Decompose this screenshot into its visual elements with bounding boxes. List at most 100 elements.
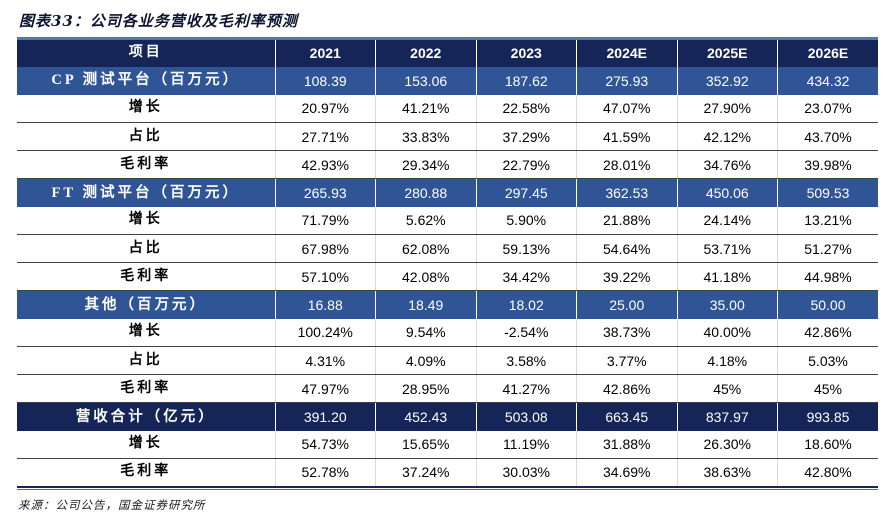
figure-title: 图表33：公司各业务营收及毛利率预测 xyxy=(19,12,298,30)
cell-value: 39.22% xyxy=(576,262,677,291)
row-label: FT 测试平台（百万元） xyxy=(17,178,275,207)
cell-value: 35.00 xyxy=(676,290,778,319)
cell-value: 50.00 xyxy=(777,290,878,319)
cell-value: 42.08% xyxy=(375,262,476,291)
cell-value: 11.19% xyxy=(475,430,577,459)
forecast-table: 项目 2021 2022 2023 2024E 2025E 2026E CP 测… xyxy=(17,37,878,488)
cell-value: 38.63% xyxy=(676,458,778,487)
table-row: 占比 27.71% 33.83% 37.29% 41.59% 42.12% 43… xyxy=(17,122,878,151)
header-cell-2023: 2023 xyxy=(475,38,577,67)
cell-value: 52.78% xyxy=(274,458,376,487)
cell-value: 837.97 xyxy=(676,402,778,431)
row-label: 增长 xyxy=(17,94,275,123)
cell-value: 21.88% xyxy=(576,206,677,235)
cell-value: 71.79% xyxy=(274,206,376,235)
cell-value: 18.49 xyxy=(375,290,476,319)
source-note: 来源：公司公告，国金证券研究所 xyxy=(18,499,206,512)
cell-value: 434.32 xyxy=(777,66,878,95)
cell-value: 43.70% xyxy=(777,122,878,151)
cell-value: 9.54% xyxy=(375,318,476,347)
row-label: 毛利率 xyxy=(17,262,275,291)
table-row: 增长 100.24% 9.54% -2.54% 38.73% 40.00% 42… xyxy=(17,318,878,347)
cell-value: 29.34% xyxy=(375,150,476,179)
table-row: FT 测试平台（百万元） 265.93 280.88 297.45 362.53… xyxy=(17,178,878,207)
cell-value: 450.06 xyxy=(676,178,778,207)
cell-value: 153.06 xyxy=(375,66,476,95)
cell-value: 37.24% xyxy=(375,458,476,487)
cell-value: 54.73% xyxy=(274,430,376,459)
table-row: 增长 20.97% 41.21% 22.58% 47.07% 27.90% 23… xyxy=(17,94,878,123)
row-label: 毛利率 xyxy=(17,150,275,179)
row-label: 占比 xyxy=(17,346,275,375)
cell-value: 41.21% xyxy=(375,94,476,123)
row-label: 毛利率 xyxy=(17,374,275,403)
row-label: 占比 xyxy=(17,234,275,263)
cell-value: 3.58% xyxy=(475,346,577,375)
cell-value: 187.62 xyxy=(475,66,577,95)
cell-value: 5.03% xyxy=(777,346,878,375)
cell-value: 67.98% xyxy=(274,234,376,263)
row-label: 毛利率 xyxy=(17,458,275,487)
cell-value: 51.27% xyxy=(777,234,878,263)
header-cell-2024e: 2024E xyxy=(576,38,677,67)
cell-value: 42.93% xyxy=(274,150,376,179)
header-cell-item: 项目 xyxy=(17,38,275,67)
row-label: 增长 xyxy=(17,430,275,459)
cell-value: 265.93 xyxy=(274,178,376,207)
cell-value: 3.77% xyxy=(576,346,677,375)
cell-value: 62.08% xyxy=(375,234,476,263)
cell-value: 40.00% xyxy=(676,318,778,347)
cell-value: 275.93 xyxy=(576,66,677,95)
cell-value: 25.00 xyxy=(576,290,677,319)
cell-value: 4.31% xyxy=(274,346,376,375)
cell-value: 663.45 xyxy=(576,402,677,431)
table-header: 项目 2021 2022 2023 2024E 2025E 2026E xyxy=(17,38,878,67)
cell-value: 297.45 xyxy=(475,178,577,207)
table-row: 营收合计（亿元） 391.20 452.43 503.08 663.45 837… xyxy=(17,402,878,431)
cell-value: 53.71% xyxy=(676,234,778,263)
cell-value: 54.64% xyxy=(576,234,677,263)
cell-value: 5.62% xyxy=(375,206,476,235)
row-label: 占比 xyxy=(17,122,275,151)
header-cell-2021: 2021 xyxy=(274,38,376,67)
cell-value: 18.60% xyxy=(777,430,878,459)
cell-value: 57.10% xyxy=(274,262,376,291)
cell-value: 13.21% xyxy=(777,206,878,235)
cell-value: 15.65% xyxy=(375,430,476,459)
cell-value: 41.59% xyxy=(576,122,677,151)
cell-value: 59.13% xyxy=(475,234,577,263)
cell-value: 4.18% xyxy=(676,346,778,375)
cell-value: 42.80% xyxy=(777,458,878,487)
cell-value: 44.98% xyxy=(777,262,878,291)
row-label: CP 测试平台（百万元） xyxy=(17,66,275,95)
cell-value: 47.07% xyxy=(576,94,677,123)
cell-value: -2.54% xyxy=(475,318,577,347)
table-row: 增长 54.73% 15.65% 11.19% 31.88% 26.30% 18… xyxy=(17,430,878,459)
table-row: 毛利率 52.78% 37.24% 30.03% 34.69% 38.63% 4… xyxy=(17,458,878,487)
cell-value: 100.24% xyxy=(274,318,376,347)
cell-value: 503.08 xyxy=(475,402,577,431)
cell-value: 45% xyxy=(777,374,878,403)
cell-value: 37.29% xyxy=(475,122,577,151)
table-row: 毛利率 57.10% 42.08% 34.42% 39.22% 41.18% 4… xyxy=(17,262,878,291)
cell-value: 16.88 xyxy=(274,290,376,319)
row-label: 营收合计（亿元） xyxy=(17,402,275,431)
header-cell-2026e: 2026E xyxy=(777,38,878,67)
cell-value: 42.12% xyxy=(676,122,778,151)
cell-value: 24.14% xyxy=(676,206,778,235)
header-cell-2025e: 2025E xyxy=(676,38,778,67)
cell-value: 23.07% xyxy=(777,94,878,123)
cell-value: 47.97% xyxy=(274,374,376,403)
cell-value: 28.95% xyxy=(375,374,476,403)
cell-value: 4.09% xyxy=(375,346,476,375)
cell-value: 34.42% xyxy=(475,262,577,291)
table-row: CP 测试平台（百万元） 108.39 153.06 187.62 275.93… xyxy=(17,66,878,95)
table-row: 占比 67.98% 62.08% 59.13% 54.64% 53.71% 51… xyxy=(17,234,878,263)
cell-value: 509.53 xyxy=(777,178,878,207)
table-row: 占比 4.31% 4.09% 3.58% 3.77% 4.18% 5.03% xyxy=(17,346,878,375)
table-row: 其他（百万元） 16.88 18.49 18.02 25.00 35.00 50… xyxy=(17,290,878,319)
cell-value: 352.92 xyxy=(676,66,778,95)
table-row: 毛利率 47.97% 28.95% 41.27% 42.86% 45% 45% xyxy=(17,374,878,403)
cell-value: 391.20 xyxy=(274,402,376,431)
cell-value: 39.98% xyxy=(777,150,878,179)
